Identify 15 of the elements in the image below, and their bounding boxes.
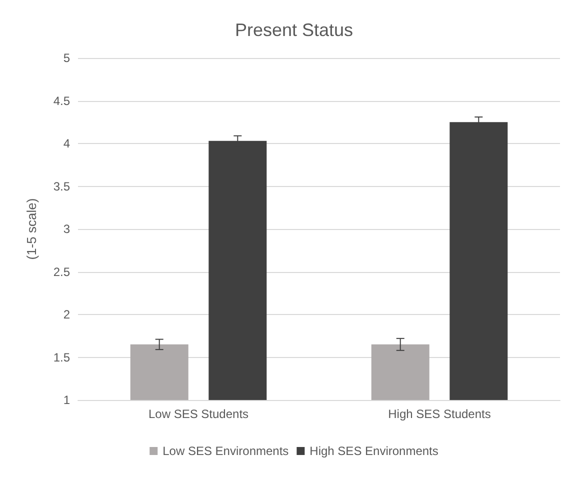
y-tick-label: 4 <box>63 136 70 150</box>
y-tick-label: 4.5 <box>53 94 70 108</box>
legend-label: High SES Environments <box>310 444 438 458</box>
y-tick-label: 1 <box>63 393 70 407</box>
legend-label: Low SES Environments <box>162 444 289 458</box>
y-tick-label: 2 <box>63 308 70 322</box>
y-tick-label: 3.5 <box>53 179 70 194</box>
chart-title: Present Status <box>234 20 354 40</box>
x-tick-label: High SES Students <box>388 407 491 421</box>
y-tick-label: 5 <box>63 51 70 65</box>
x-tick-label: Low SES Students <box>148 407 249 421</box>
y-axis-title: (1-5 scale) <box>24 198 39 260</box>
y-tick-label: 2.5 <box>53 264 70 279</box>
y-tick-label: 3 <box>63 222 70 236</box>
y-tick-label: 1.5 <box>53 350 70 364</box>
